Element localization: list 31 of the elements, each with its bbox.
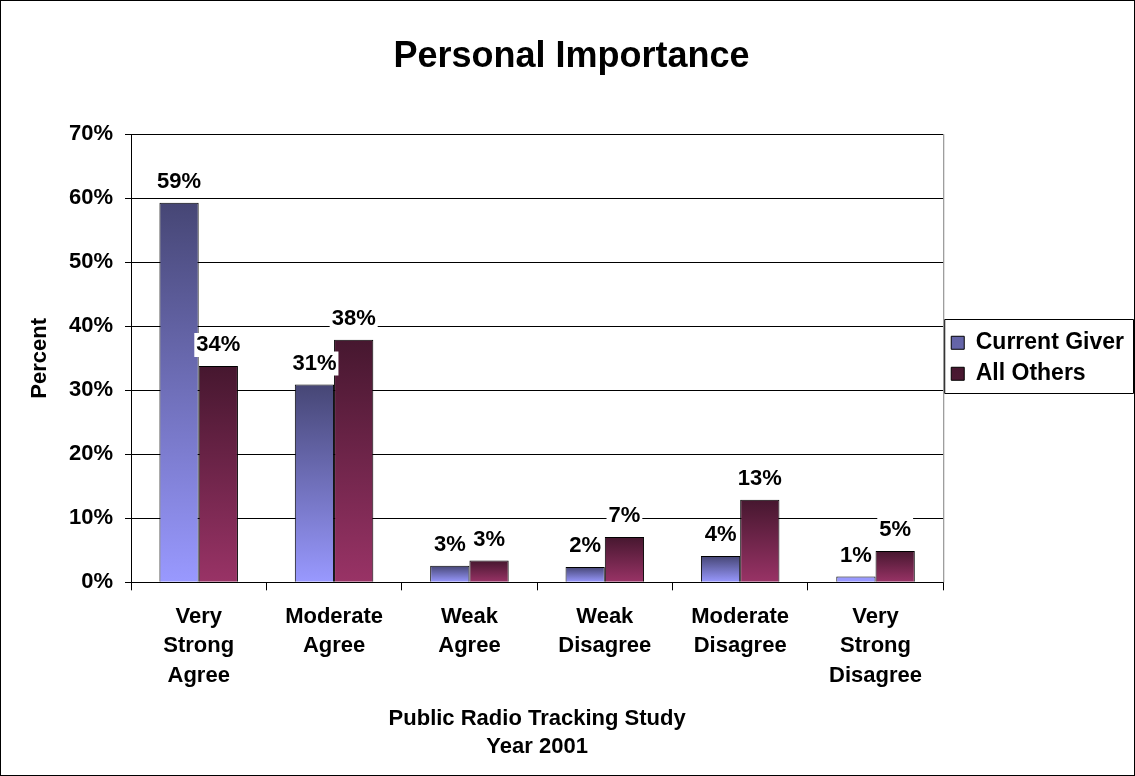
data-label: 4% xyxy=(704,521,737,547)
x-axis-title: Public Radio Tracking Study Year 2001 xyxy=(388,705,687,759)
data-label: 3% xyxy=(433,530,466,556)
x-tick-label: Very Strong Disagree xyxy=(829,603,923,687)
data-label: 3% xyxy=(473,525,505,551)
y-tick-label: 0% xyxy=(81,568,113,594)
y-tick-label: 20% xyxy=(68,440,113,466)
y-tick-label: 10% xyxy=(68,504,113,530)
y-tick-label: 40% xyxy=(68,312,113,338)
x-tick-label: Moderate Agree xyxy=(285,603,383,658)
data-label: 34% xyxy=(196,331,241,357)
x-tick-label: Weak Disagree xyxy=(558,603,652,658)
legend-label: All Others xyxy=(975,359,1086,386)
chart-title: Personal Importance xyxy=(393,33,750,75)
legend-label: Current Giver xyxy=(975,328,1125,355)
data-label: 31% xyxy=(292,349,337,375)
data-label: 5% xyxy=(879,516,912,542)
y-tick-label: 70% xyxy=(68,120,113,146)
data-label: 1% xyxy=(840,541,872,567)
y-tick-label: 50% xyxy=(68,248,113,274)
data-label: 59% xyxy=(157,167,202,193)
data-label: 13% xyxy=(737,464,782,490)
x-tick-label: Moderate Disagree xyxy=(691,603,790,658)
y-tick-label: 30% xyxy=(68,376,113,402)
data-label: 38% xyxy=(331,304,376,330)
y-tick-label: 60% xyxy=(68,184,113,210)
data-label: 7% xyxy=(608,501,641,527)
data-label: 2% xyxy=(569,532,602,558)
y-axis-title: Percent xyxy=(26,317,52,399)
x-tick-label: Very Strong Agree xyxy=(163,603,235,687)
x-tick-label: Weak Agree xyxy=(438,603,501,658)
